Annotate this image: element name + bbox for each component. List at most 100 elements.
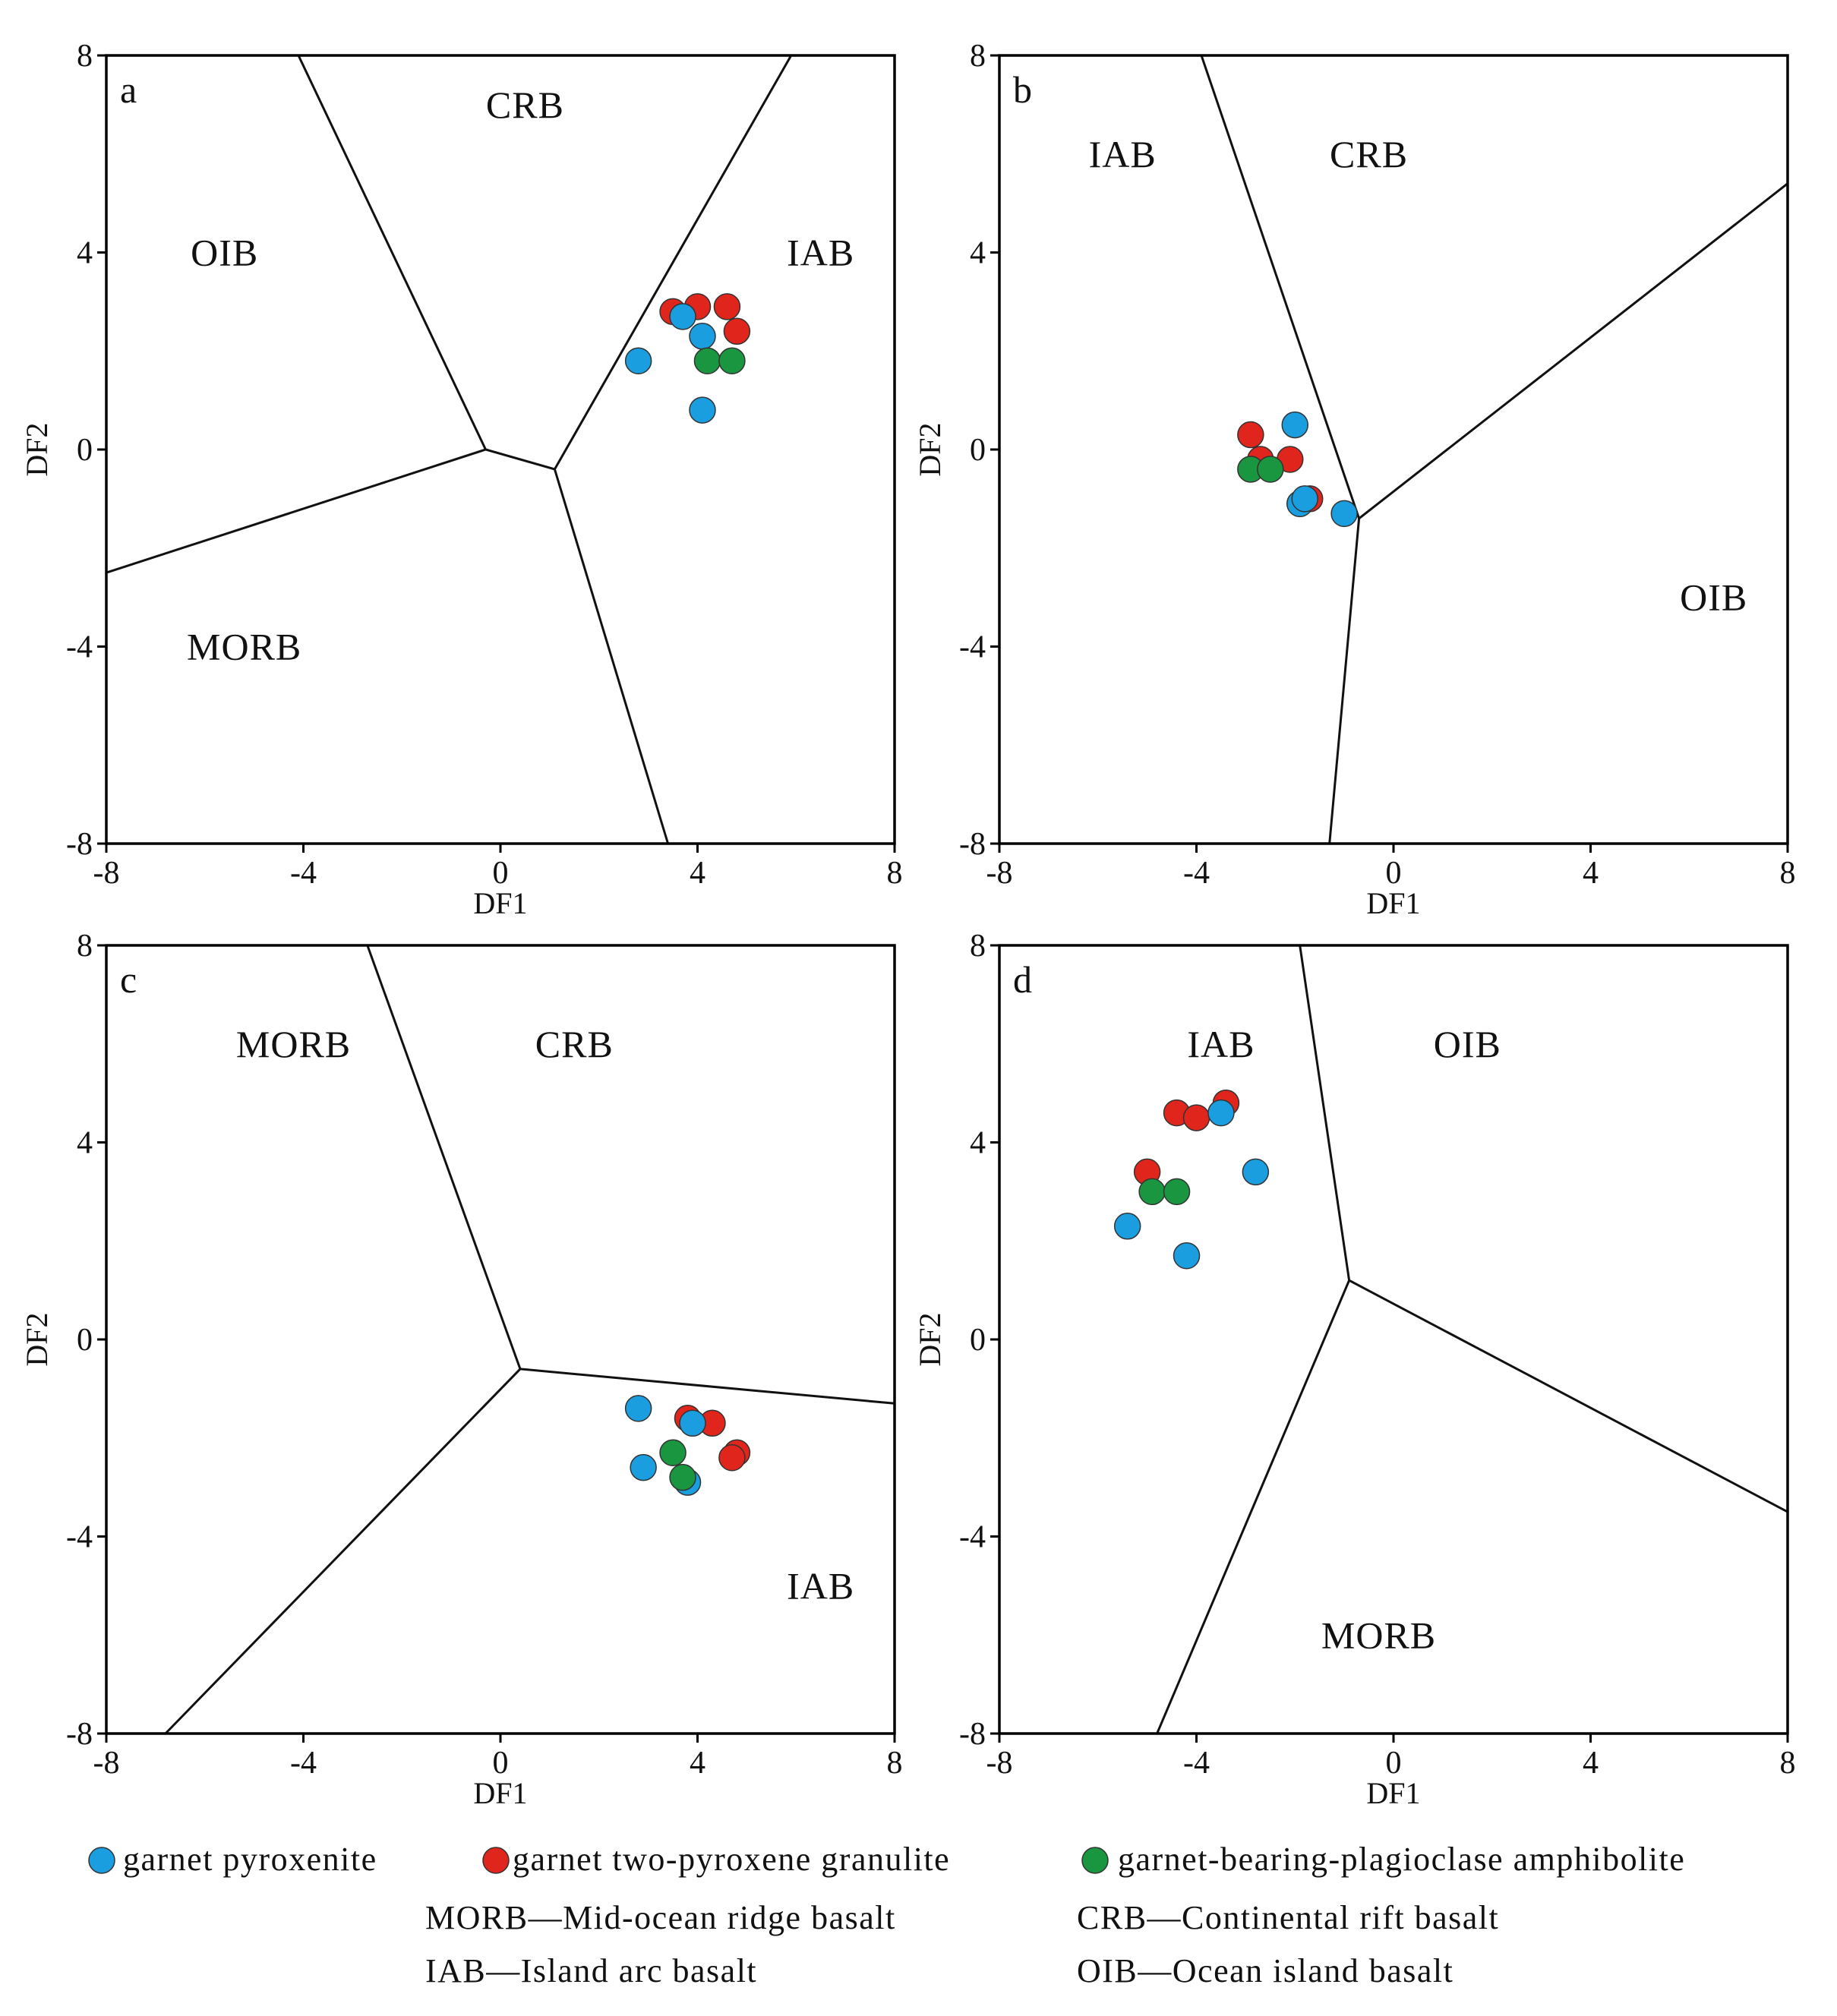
data-point-garnet-pyroxenite xyxy=(1330,500,1358,528)
y-tick-label: 8 xyxy=(77,929,93,964)
boundary-line-c-1 xyxy=(164,1368,522,1735)
x-tick-label: -8 xyxy=(986,1746,1013,1781)
boundary-line-a-0 xyxy=(297,55,793,471)
x-tick-label: 8 xyxy=(1780,856,1796,891)
panel-letter: a xyxy=(120,68,137,111)
data-point-garnet-bearing-plagioclase-amphibolite xyxy=(1138,1178,1166,1206)
x-tick-label: 4 xyxy=(690,1746,705,1781)
y-tick-label: 0 xyxy=(970,433,986,468)
field-label-crb: CRB xyxy=(535,1023,614,1065)
x-tick-label: 0 xyxy=(493,856,509,891)
x-tick-label: 0 xyxy=(1386,856,1402,891)
boundary-line-d-0 xyxy=(1299,945,1788,1513)
y-tick-label: -4 xyxy=(66,630,93,665)
x-tick-label: -4 xyxy=(290,856,317,891)
boundary-line-c-0 xyxy=(366,945,895,1405)
y-tick-label: 0 xyxy=(970,1323,986,1358)
y-tick-label: -4 xyxy=(959,630,986,665)
plot-frame-c xyxy=(105,944,896,1735)
x-tick-label: -8 xyxy=(93,856,120,891)
x-tick-label: -8 xyxy=(986,856,1013,891)
y-tick-label: -8 xyxy=(959,827,986,862)
x-tick-label: -4 xyxy=(290,1746,317,1781)
data-point-garnet-pyroxenite xyxy=(689,323,716,350)
y-tick-label: -8 xyxy=(959,1717,986,1752)
y-tick-label: 4 xyxy=(77,236,93,271)
field-label-morb: MORB xyxy=(236,1023,351,1065)
data-point-garnet-pyroxenite xyxy=(624,347,652,374)
data-point-garnet-bearing-plagioclase-amphibolite xyxy=(669,1463,696,1491)
field-label-morb: MORB xyxy=(1321,1614,1436,1656)
data-point-garnet-bearing-plagioclase-amphibolite xyxy=(659,1439,687,1466)
data-point-garnet-bearing-plagioclase-amphibolite xyxy=(1163,1178,1191,1206)
data-point-garnet-pyroxenite xyxy=(669,303,696,330)
x-tick-label: 8 xyxy=(1780,1746,1796,1781)
field-label-oib: OIB xyxy=(191,232,258,274)
panel-d: -8 -4 0 4 8 8 4 0 -4 -8 DF1 DF2 d IAB OIB MORB xyxy=(913,929,1796,1810)
y-axis-label: DF2 xyxy=(913,1312,947,1366)
abbrev-iab: IAB—Island arc basalt xyxy=(425,1952,757,1989)
data-point-garnet-two-pyroxene-granulite xyxy=(713,293,741,320)
field-label-oib: OIB xyxy=(1434,1023,1501,1065)
y-tick-label: 0 xyxy=(77,1323,93,1358)
data-point-garnet-pyroxenite xyxy=(689,396,716,424)
x-tick-label: 0 xyxy=(493,1746,509,1781)
x-axis-label: DF1 xyxy=(473,886,527,920)
boundary-line-a-1 xyxy=(106,448,486,574)
abbrev-crb: CRB—Continental rift basalt xyxy=(1077,1899,1499,1936)
y-tick-label: -8 xyxy=(66,827,93,862)
x-tick-label: -4 xyxy=(1183,856,1210,891)
data-point-garnet-pyroxenite xyxy=(1281,411,1308,439)
data-point-garnet-pyroxenite xyxy=(1242,1158,1270,1186)
data-point-garnet-pyroxenite xyxy=(1291,485,1318,513)
y-axis-label: DF2 xyxy=(913,422,947,476)
x-axis-label: DF1 xyxy=(473,1776,527,1810)
data-point-garnet-pyroxenite xyxy=(1207,1099,1235,1127)
data-point-garnet-pyroxenite xyxy=(630,1453,657,1481)
field-label-morb: MORB xyxy=(187,626,301,668)
boundary-line-d-1 xyxy=(1156,1279,1350,1734)
data-point-garnet-two-pyroxene-granulite xyxy=(1182,1104,1210,1131)
field-label-crb: CRB xyxy=(1330,133,1408,175)
legend-label-garnet-bearing-plagioclase-amphibolite: garnet-bearing-plagioclase amphibolite xyxy=(1118,1841,1685,1878)
x-tick-label: -4 xyxy=(1183,1746,1210,1781)
abbrev-oib: OIB—Ocean island basalt xyxy=(1077,1952,1454,1989)
panel-b: -8 -4 0 4 8 8 4 0 -4 -8 DF1 DF2 b IAB CRB OIB xyxy=(913,39,1796,920)
data-point-garnet-bearing-plagioclase-amphibolite xyxy=(718,347,746,374)
y-tick-label: -4 xyxy=(959,1520,986,1555)
data-point-garnet-pyroxenite xyxy=(1113,1213,1141,1240)
y-tick-label: 8 xyxy=(77,39,93,74)
panels-group: -8 -4 0 4 8 8 4 0 -4 -8 DF1 DF2 a CRB OIB IAB MORB -8 -4 0 4… xyxy=(20,39,1796,1810)
x-tick-label: 0 xyxy=(1386,1746,1402,1781)
y-tick-label: -4 xyxy=(66,1520,93,1555)
panel-c: -8 -4 0 4 8 8 4 0 -4 -8 DF1 DF2 c MORB CRB IAB xyxy=(20,929,903,1810)
x-tick-label: 4 xyxy=(1583,856,1599,891)
y-tick-label: 4 xyxy=(970,236,986,271)
legend-marker-garnet-pyroxenite xyxy=(88,1847,115,1874)
panel-letter: d xyxy=(1013,958,1032,1001)
field-label-iab: IAB xyxy=(1187,1023,1255,1065)
x-tick-label: 8 xyxy=(887,856,903,891)
y-tick-label: -8 xyxy=(66,1717,93,1752)
panel-a: -8 -4 0 4 8 8 4 0 -4 -8 DF1 DF2 a CRB OIB IAB MORB xyxy=(20,39,903,920)
y-tick-label: 8 xyxy=(970,39,986,74)
plot-frame-a xyxy=(105,54,896,845)
data-point-garnet-bearing-plagioclase-amphibolite xyxy=(693,347,721,374)
legend-marker-garnet-two-pyroxene-granulite xyxy=(482,1847,510,1874)
x-tick-label: 4 xyxy=(1583,1746,1599,1781)
field-label-crb: CRB xyxy=(486,84,564,126)
y-axis-label: DF2 xyxy=(20,1312,54,1366)
y-tick-label: 4 xyxy=(970,1126,986,1161)
field-label-oib: OIB xyxy=(1680,576,1747,619)
x-axis-label: DF1 xyxy=(1366,1776,1420,1810)
data-point-garnet-two-pyroxene-granulite xyxy=(718,1443,746,1472)
data-point-garnet-pyroxenite xyxy=(624,1395,652,1422)
legend-label-garnet-two-pyroxene-granulite: garnet two-pyroxene granulite xyxy=(513,1841,950,1878)
boundary-line-a-2 xyxy=(553,469,670,844)
x-tick-label: -8 xyxy=(93,1746,120,1781)
y-tick-label: 0 xyxy=(77,433,93,468)
legend: garnet pyroxenite garnet two-pyroxene gr… xyxy=(88,1841,1685,1989)
abbrev-morb: MORB—Mid-ocean ridge basalt xyxy=(425,1899,896,1936)
legend-label-garnet-pyroxenite: garnet pyroxenite xyxy=(123,1841,377,1878)
